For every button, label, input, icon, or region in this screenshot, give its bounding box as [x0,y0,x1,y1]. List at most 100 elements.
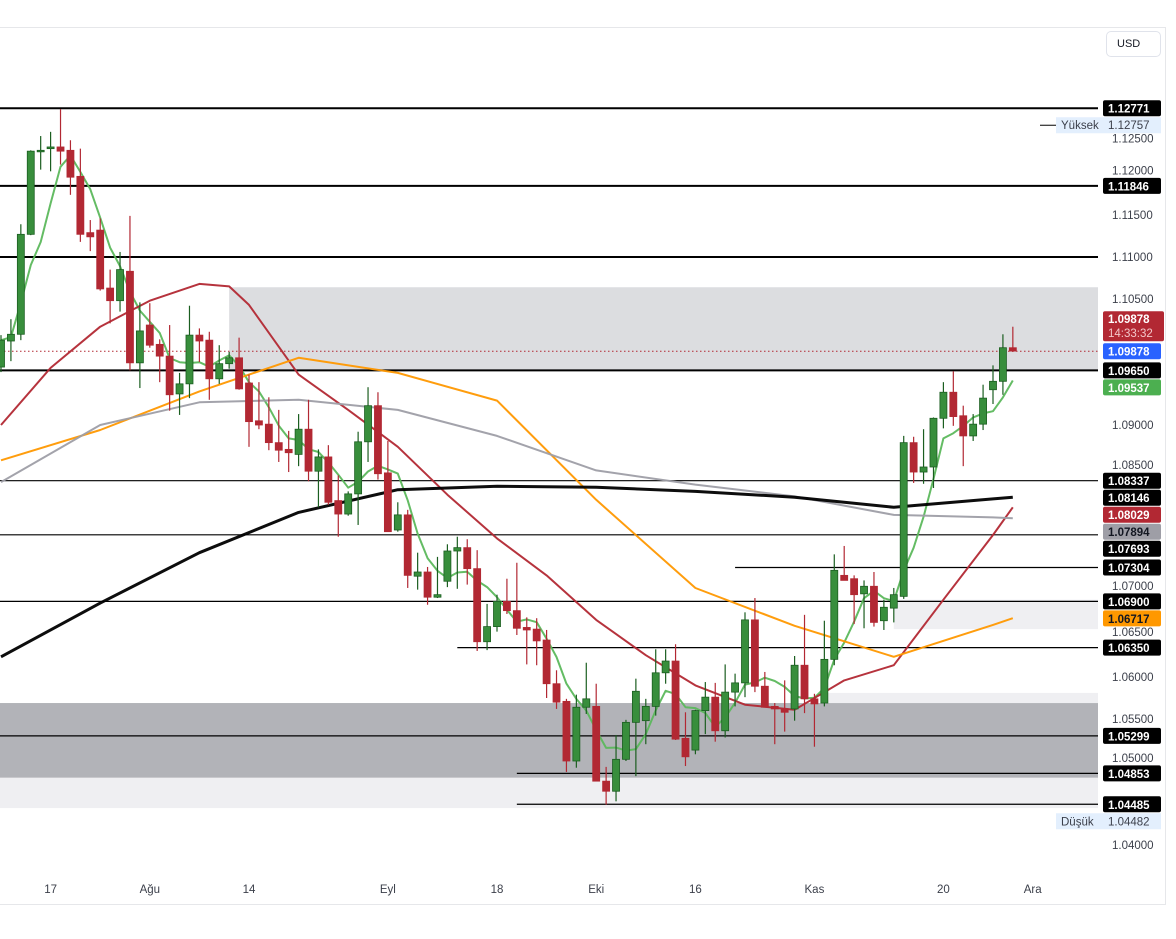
candle-body [661,660,670,674]
price-badge: 1.09537 [1103,379,1161,396]
price-badge: 1.07894 [1103,523,1161,540]
price-axis[interactable]: 1.12500 1.12000 1.11500 1.11000 1.10500 1.090… [1112,134,1154,852]
candle [453,536,462,589]
candle [919,429,928,484]
candle [721,664,730,738]
candle-body [453,547,462,552]
candle [304,399,313,482]
candle [800,614,809,714]
price-badge: 1.08337 [1103,472,1161,489]
candle [780,680,789,732]
candle-body [820,658,829,704]
time-tick-label: Eki [588,884,604,896]
currency-button[interactable]: USD [1106,31,1161,57]
candle [622,719,630,761]
price-badge-text: 1.04485 [1108,800,1150,812]
price-badge: 1.06717 [1103,610,1161,627]
candle [463,539,472,585]
moving-average-line [0,282,1014,711]
candle-body [493,601,501,628]
candle-body [979,397,987,425]
price-tick-label: 1.08500 [1112,460,1154,472]
price-badge-bg [1103,610,1161,627]
high_label-value: 1.12757 [1108,120,1150,132]
price-badge-bg [1103,379,1161,396]
price-badge: 1.06900 [1103,593,1161,610]
price-badge: 1.12771 [1103,100,1161,117]
candle [344,491,353,516]
candle [36,136,45,170]
candle [294,414,303,467]
candle-body [473,568,482,643]
price-badge-bg [1103,540,1161,557]
candle-body [592,706,601,782]
candle [592,683,601,782]
candle [374,392,382,480]
price-badge: 1.11846 [1103,177,1161,194]
price-badge-bg [1103,796,1161,813]
candle-body [423,571,432,598]
candle [155,339,164,383]
candle-body [76,175,85,235]
price-badge-bg [1103,362,1161,379]
candle-body [612,758,620,792]
price-tick-label: 1.09000 [1112,420,1154,432]
time-tick-label: Eyl [380,884,396,896]
candle [364,387,372,462]
candle [423,566,432,605]
candle-body [691,710,700,751]
candle [1008,326,1017,352]
candle-body [255,420,263,426]
candle-body [304,428,313,472]
price-badge-text: 1.06717 [1108,614,1150,626]
zone-rect [824,692,1098,704]
price-badge: 1.08029 [1103,506,1161,523]
candle-body [274,442,283,451]
candle [116,251,124,312]
price-badge-bg [1103,639,1161,656]
candle-body [225,357,234,365]
zone-rect [0,703,1098,778]
candle [274,409,283,462]
price-badge: 1.06350 [1103,639,1161,656]
price-badge-text: 1.09537 [1108,383,1150,395]
candle-body [116,269,124,302]
candle-body [899,442,908,597]
candle [879,599,888,630]
candle [612,734,620,802]
candle-body [205,339,214,380]
candle [631,678,640,777]
candle-body [26,150,35,235]
candle-body [334,500,343,515]
price-badge: 1.07693 [1103,540,1161,557]
candle [751,598,759,693]
candle-body [433,594,442,598]
candle-body [413,571,422,577]
time-axis[interactable]: 17 Ağu 14 Eyl 18 Eki 16 Kas 20 Ara [44,884,1042,896]
candle-body [671,660,680,740]
candle [443,544,452,588]
current-price-badge-bg [1103,311,1164,342]
candle [403,509,412,588]
candle-body [860,585,868,595]
candle [969,414,978,441]
candle [503,578,511,614]
candle [284,430,293,473]
candle [909,436,918,483]
candle-body [711,696,720,732]
time-tick-label: 14 [243,884,256,896]
candle [195,328,204,362]
candle [165,325,174,411]
price-badge: 1.04485 [1103,796,1161,813]
time-tick-label: 16 [689,884,702,896]
candle [255,382,263,430]
candle [899,435,908,599]
price-badge-text: 1.06350 [1108,643,1150,655]
zone-rect [229,287,1098,371]
candle-body [999,347,1007,382]
candle [681,712,690,767]
price-badges: 1.12771 Yüksek 1.12757 1.11846 1.09878 14:33:… [1040,100,1164,830]
candle [989,365,997,404]
high_label-name: Yüksek [1061,120,1099,132]
